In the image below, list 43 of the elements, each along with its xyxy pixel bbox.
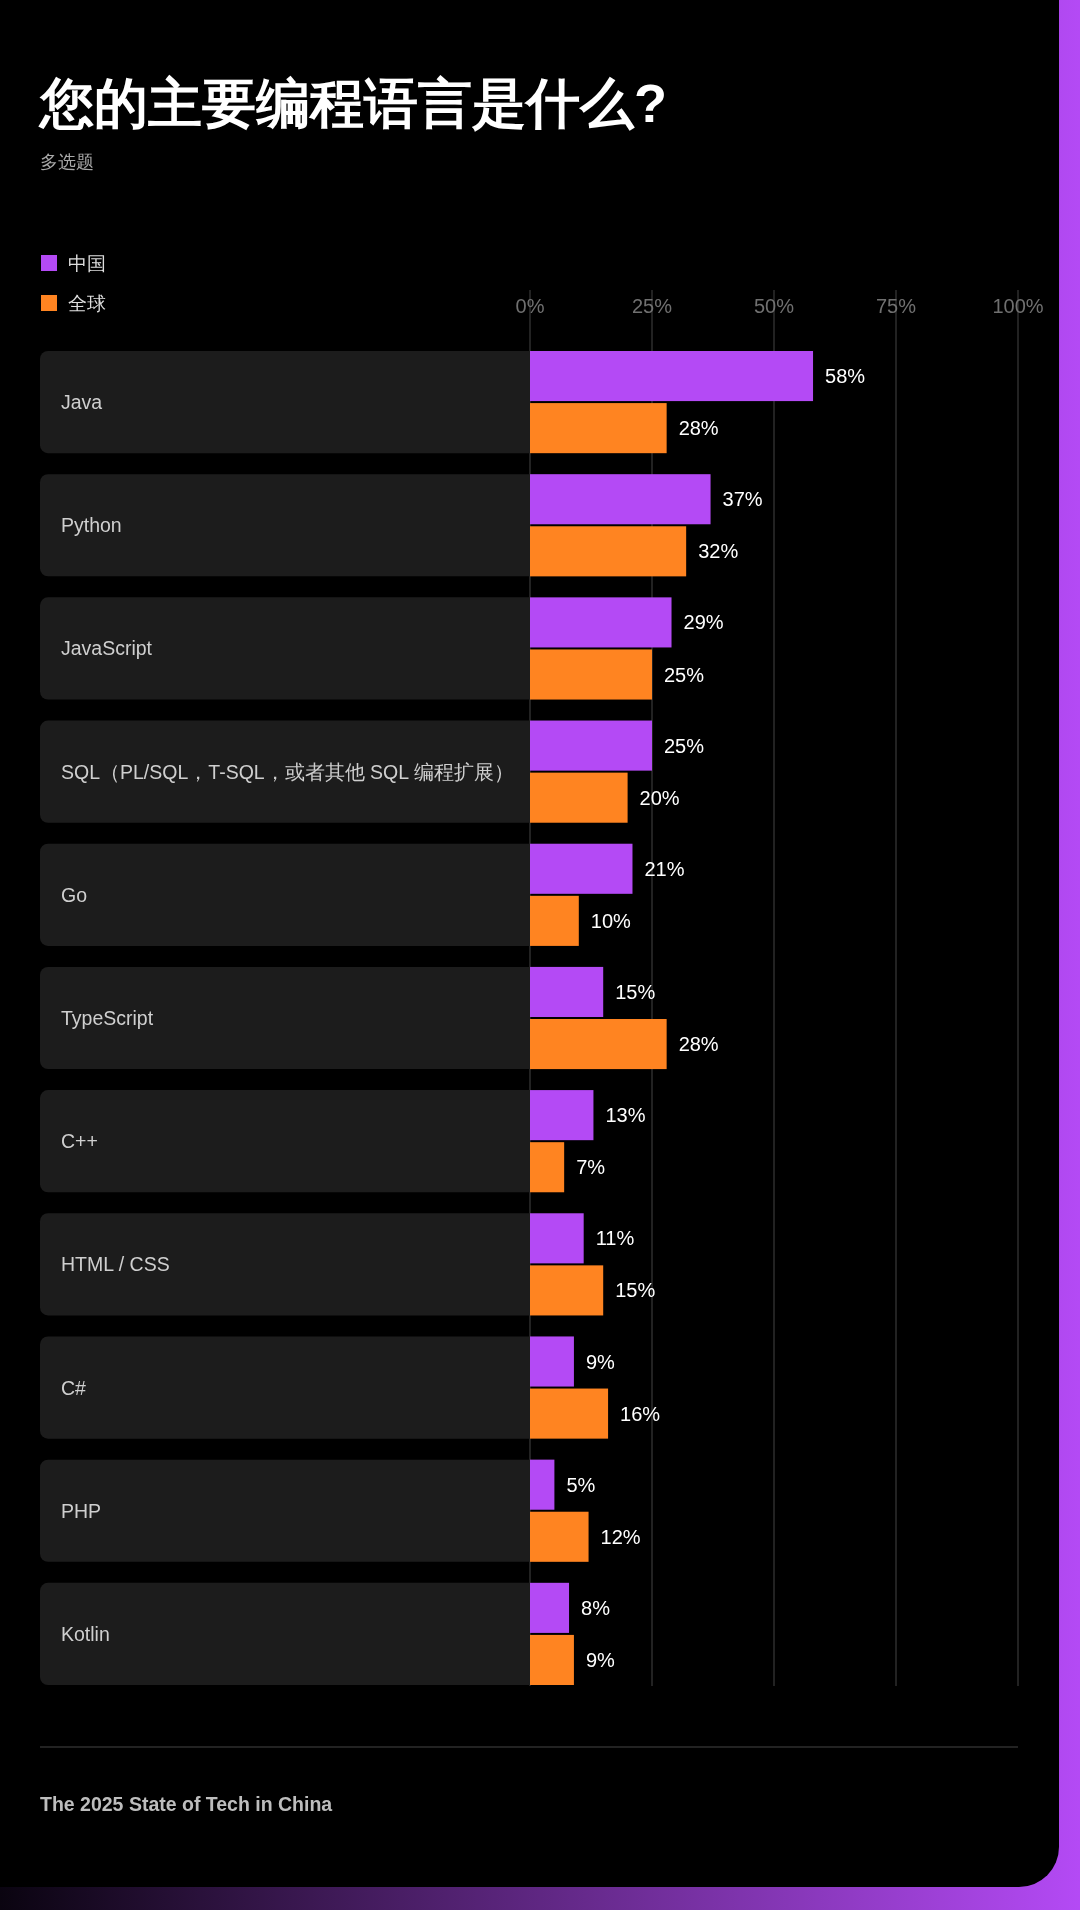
y-tick-label: PHP bbox=[61, 1499, 102, 1522]
data-label: 25% bbox=[664, 734, 705, 757]
data-label: 15% bbox=[615, 1279, 656, 1302]
data-label: 11% bbox=[595, 1227, 635, 1250]
data-label: 8% bbox=[581, 1596, 611, 1619]
data-label: 10% bbox=[590, 909, 632, 932]
data-label: 16% bbox=[620, 1402, 661, 1425]
y-tick-label: JavaScript bbox=[61, 637, 153, 660]
data-label: 13% bbox=[605, 1104, 646, 1127]
data-label: 28% bbox=[678, 1033, 719, 1056]
data-label: 28% bbox=[678, 417, 719, 440]
y-tick-label: Kotlin bbox=[61, 1622, 110, 1645]
y-tick-label: C# bbox=[61, 1376, 87, 1399]
title: 您的主要编程语言是什么? bbox=[40, 73, 667, 133]
legend-label: 中国 bbox=[68, 253, 106, 274]
data-label: 12% bbox=[600, 1525, 641, 1548]
y-tick-label: HTML / CSS bbox=[61, 1253, 170, 1276]
data-label: 9% bbox=[585, 1350, 616, 1373]
y-tick-label: SQL（PL/SQL，T-SQL，或者其他 SQL 编程扩展） bbox=[61, 760, 514, 783]
data-label: 15% bbox=[615, 980, 656, 1003]
y-tick-label: C++ bbox=[61, 1130, 98, 1153]
x-tick-label: 25% bbox=[631, 295, 673, 317]
data-label: 58% bbox=[825, 365, 866, 388]
y-tick-label: TypeScript bbox=[61, 1007, 154, 1029]
subtitle: 多选题 bbox=[40, 152, 94, 172]
data-label: 32% bbox=[698, 540, 739, 563]
data-label: 25% bbox=[664, 663, 705, 686]
legend-label: 全球 bbox=[68, 293, 106, 314]
data-label: 21% bbox=[644, 857, 685, 880]
data-label: 29% bbox=[683, 611, 724, 634]
annotation: The 2025 State of Tech in China bbox=[40, 1793, 333, 1815]
x-tick-label: 75% bbox=[875, 295, 917, 317]
y-tick-label: Python bbox=[61, 514, 122, 537]
data-label: 9% bbox=[585, 1648, 616, 1671]
x-tick-label: 100% bbox=[992, 295, 1044, 317]
data-label: 7% bbox=[576, 1156, 606, 1179]
data-label: 37% bbox=[722, 488, 763, 511]
y-tick-label: Go bbox=[61, 883, 88, 906]
data-label: 5% bbox=[566, 1473, 596, 1496]
x-tick-label: 50% bbox=[753, 295, 795, 317]
data-label: 20% bbox=[639, 786, 680, 809]
x-tick-label: 0% bbox=[515, 295, 545, 317]
y-tick-label: Java bbox=[61, 391, 103, 414]
